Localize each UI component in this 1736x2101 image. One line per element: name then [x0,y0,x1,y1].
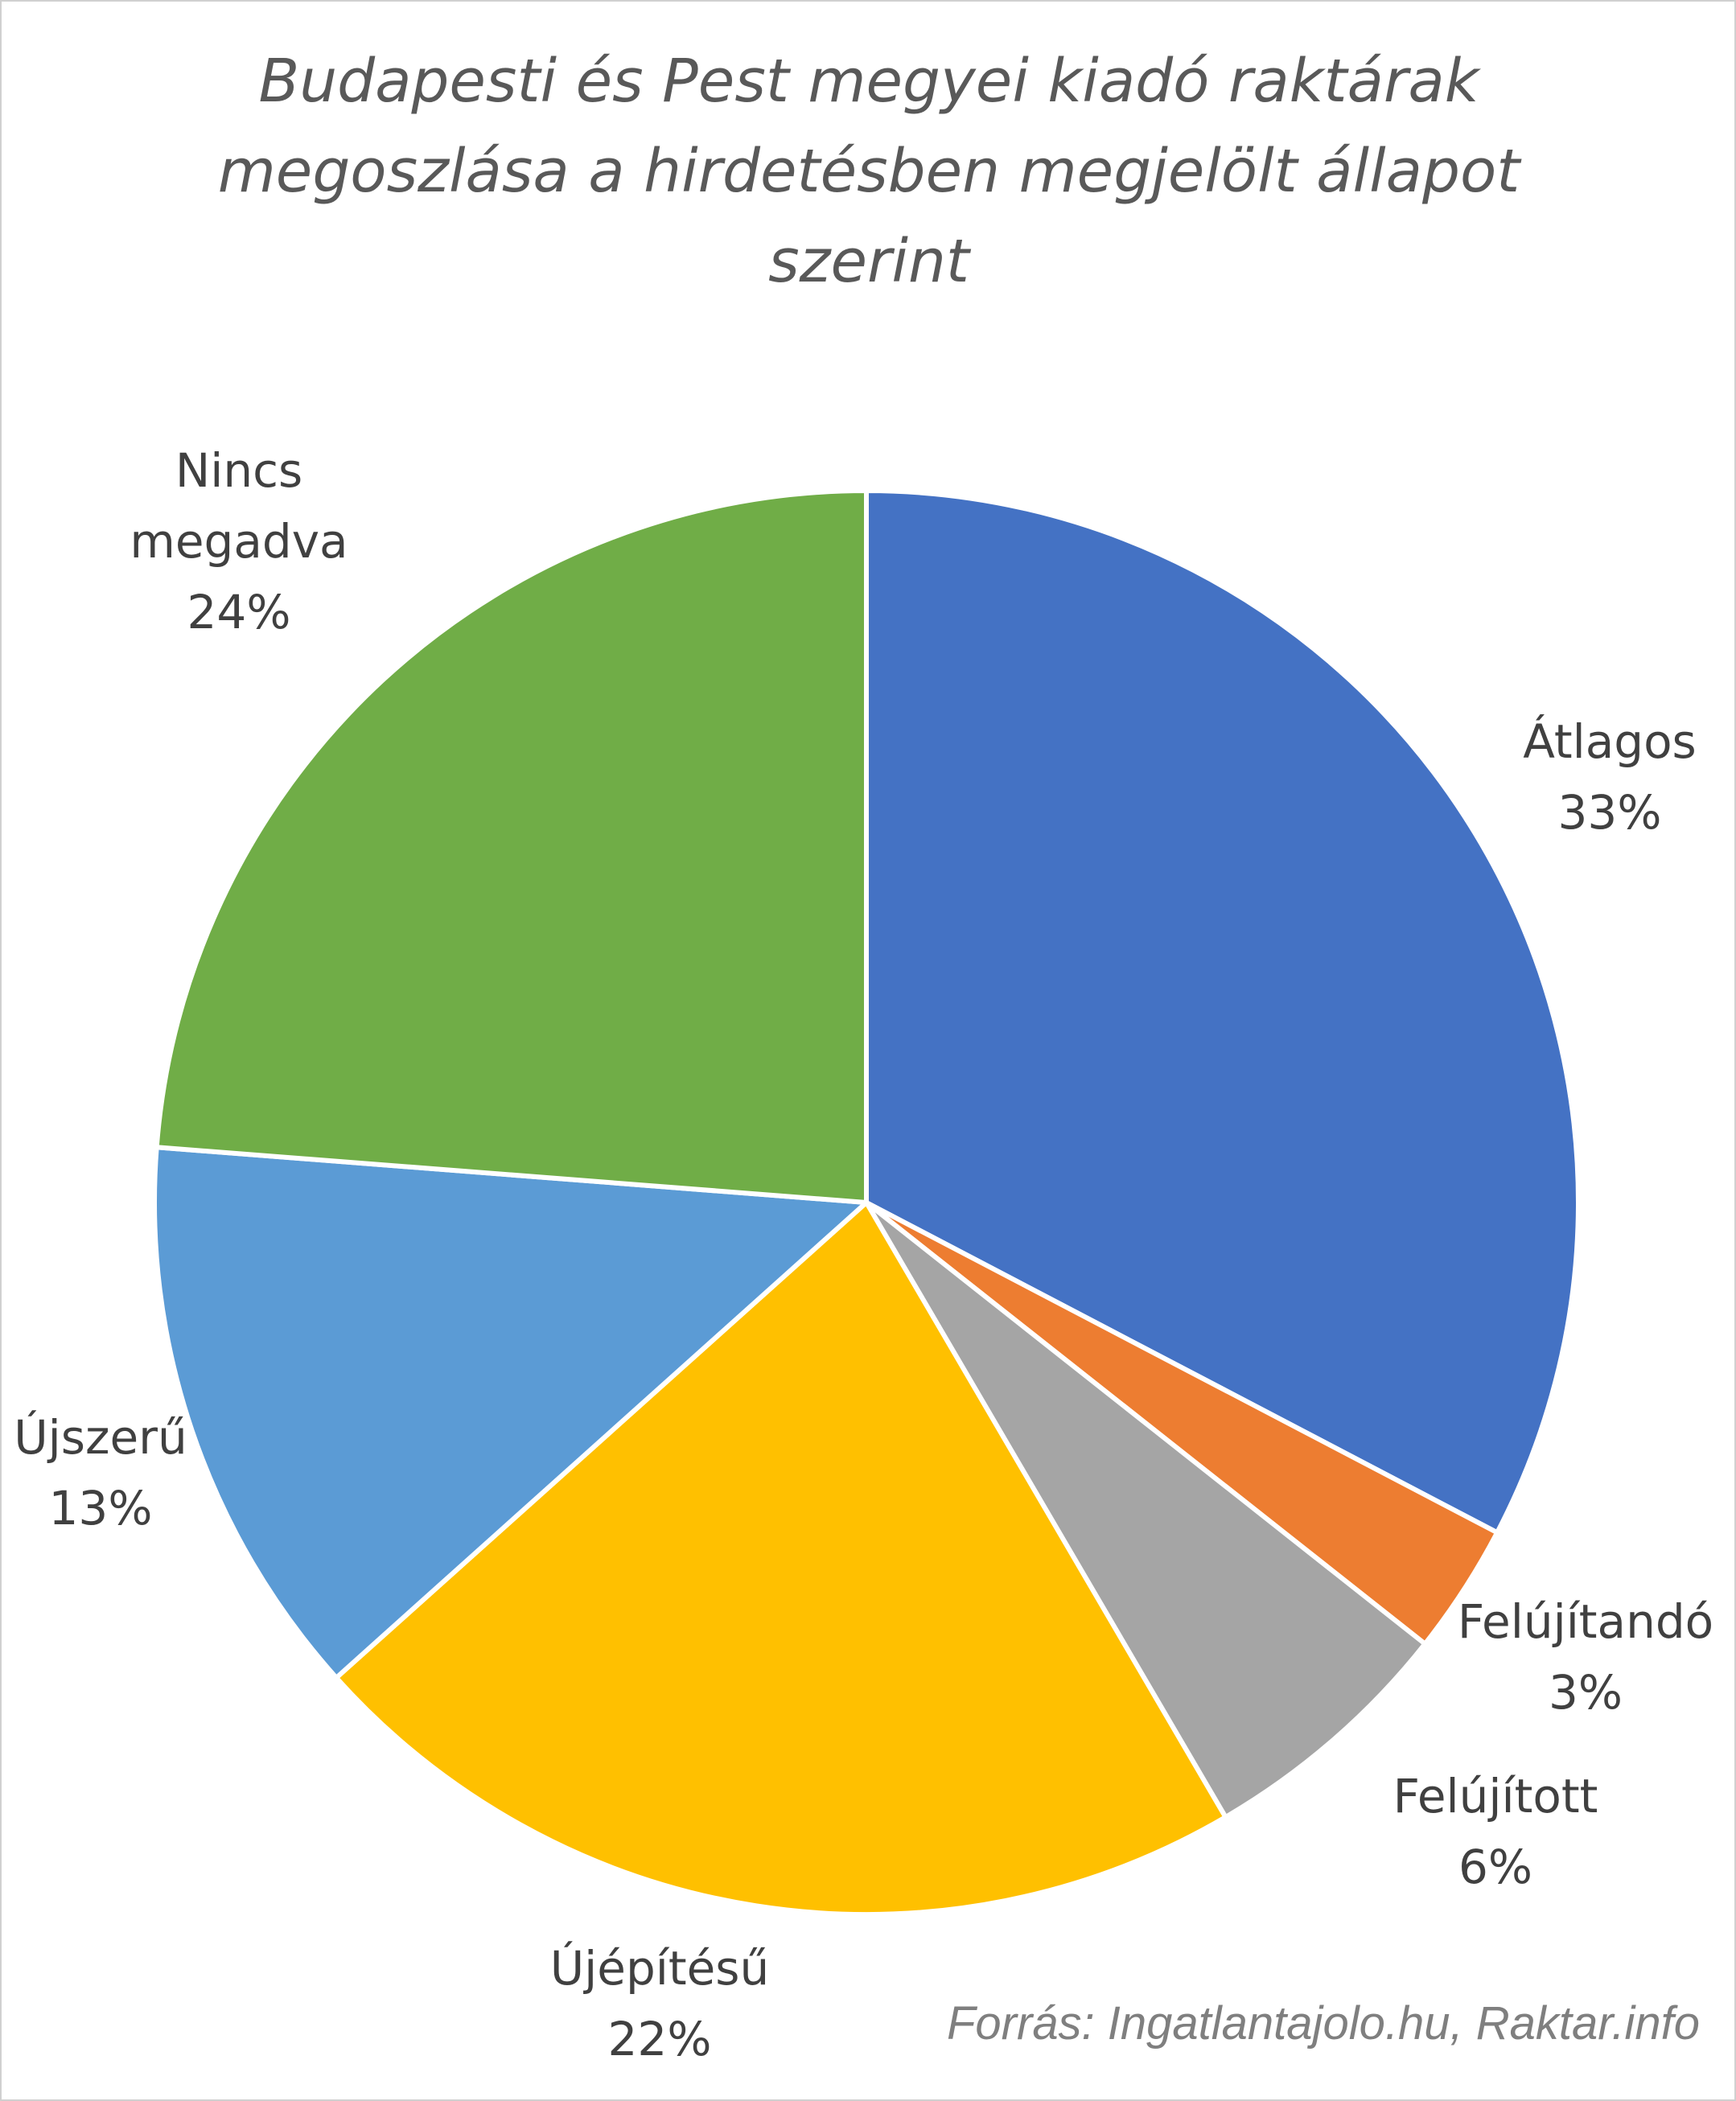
pie-slice [864,488,1581,1536]
pie-slice [334,1200,1228,1918]
pie-slice [154,488,869,1205]
slice-label: Újszerű [14,1410,187,1465]
slice-value-label: 6% [1458,1840,1532,1894]
slice-label: Felújítandó [1457,1594,1714,1649]
slice-label: Felújított [1393,1769,1598,1823]
slice-value-label: 33% [1557,785,1662,840]
slice-value-label: 22% [607,2012,712,2066]
slice-label: Újépítésű [549,1941,770,1996]
slice-value-label: 24% [187,585,291,639]
source-note: Forrás: Ingatlantajolo.hu, Raktar.info [946,1997,1700,2050]
pie-slice [864,1200,1428,1820]
slice-value-label: 3% [1548,1665,1623,1720]
slice-label: Nincs megadva [130,443,348,569]
chart-title: Budapesti és Pest megyei kiadó raktárak … [217,47,1520,296]
slice-value-label: 13% [48,1481,153,1536]
slice-label: Átlagos [1523,714,1697,769]
pie-slice [152,1145,869,1680]
